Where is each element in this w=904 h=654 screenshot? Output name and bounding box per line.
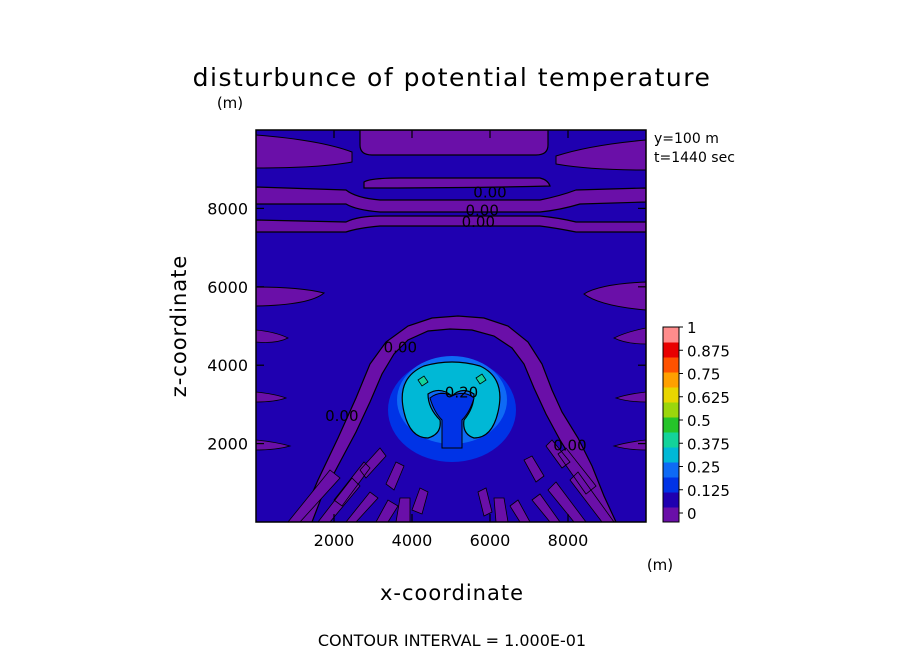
contour-region-lower-right-streaks (477, 439, 615, 522)
y-unit-label: (m) (217, 94, 243, 112)
contour-region-right-lobe (583, 281, 646, 311)
y-axis-label: z-coordinate (167, 255, 191, 398)
colorbar-swatch (663, 447, 679, 463)
x-tick-label: 8000 (548, 531, 589, 550)
contour-region-left-lobe (256, 286, 326, 307)
colorbar-swatch (663, 417, 679, 433)
contour-label: -0.20 (439, 384, 478, 402)
plot-area: 0.000.000.000.00-0.200.000.00 (256, 130, 646, 522)
colorbar-swatch (663, 432, 679, 448)
colorbar-label: 0.25 (687, 459, 720, 477)
colorbar-swatch (663, 507, 679, 523)
y-tick-label: 6000 (207, 278, 248, 297)
y-tick-label: 8000 (207, 199, 248, 218)
contour-region-right-streak-1 (613, 327, 646, 345)
axis-ticks: 2000 4000 6000 8000 2000 4000 6000 8000 (207, 130, 646, 550)
y-tick-label: 2000 (207, 435, 248, 454)
x-tick-label: 2000 (314, 531, 355, 550)
contour-region-top-band (359, 130, 549, 156)
contour-region-right-streak-2 (614, 391, 646, 403)
contour-region-top-right-lobe (555, 139, 646, 171)
contour-region-left-streak-2 (256, 391, 288, 403)
x-axis-label: x-coordinate (380, 581, 524, 605)
x-unit-label: (m) (647, 556, 673, 574)
colorbar-swatch (663, 342, 679, 358)
colorbar-swatch (663, 372, 679, 388)
chart-title: disturbunce of potential temperature (193, 63, 712, 92)
colorbar-swatch (663, 327, 679, 343)
contour-label: 0.00 (325, 407, 358, 425)
colorbar-label: 0.875 (687, 342, 730, 360)
contour-labels: 0.000.000.000.00-0.200.000.00 (325, 184, 587, 455)
x-tick-label: 4000 (392, 531, 433, 550)
colorbar-swatch (663, 462, 679, 478)
colorbar-label: 0.75 (687, 366, 720, 384)
bubble-core-hotspot-right (475, 373, 487, 385)
contour-label: 0.00 (465, 201, 498, 219)
contour-region-lower-left-streaks (287, 447, 429, 522)
colorbar: 1 0.875 0.75 0.625 0.5 0.375 0.25 0.125 0 (662, 319, 730, 523)
annotation-time: t=1440 sec (654, 150, 735, 166)
colorbar-label: 0.625 (687, 389, 730, 407)
x-tick-label: 6000 (470, 531, 511, 550)
contour-label: 0.00 (384, 339, 417, 357)
plot-frame (255, 129, 647, 523)
bubble-core (429, 392, 475, 449)
contour-label: 0.00 (473, 184, 506, 202)
bubble-core-hotspot-left (417, 375, 429, 387)
contour-label: 0.00 (462, 213, 495, 231)
contour-region-right-streak-3 (612, 439, 646, 451)
contour-region-left-streak-1 (256, 329, 289, 343)
contour-region-left-streak-3 (256, 439, 292, 451)
colorbar-label: 1 (687, 319, 697, 337)
contour-region-stripe-3 (256, 215, 646, 233)
colorbar-swatch (663, 477, 679, 493)
contour-region-top-left-lobe (256, 134, 353, 169)
contour-region-stripe-1 (363, 177, 551, 189)
y-tick-label: 4000 (207, 356, 248, 375)
colorbar-swatch (663, 402, 679, 418)
contour-label: 0.00 (553, 437, 586, 455)
colorbar-swatch (663, 387, 679, 403)
colorbar-swatch (663, 492, 679, 508)
colorbar-label: 0 (687, 505, 697, 523)
colorbar-label: 0.5 (687, 412, 711, 430)
colorbar-swatch (663, 357, 679, 373)
contour-interval-footer: CONTOUR INTERVAL = 1.000E-01 (318, 631, 586, 650)
colorbar-frame (662, 326, 680, 523)
annotation-y-position: y=100 m (654, 131, 719, 147)
colorbar-label: 0.375 (687, 435, 730, 453)
contour-region-stripe-2 (256, 186, 646, 213)
colorbar-label: 0.125 (687, 482, 730, 500)
